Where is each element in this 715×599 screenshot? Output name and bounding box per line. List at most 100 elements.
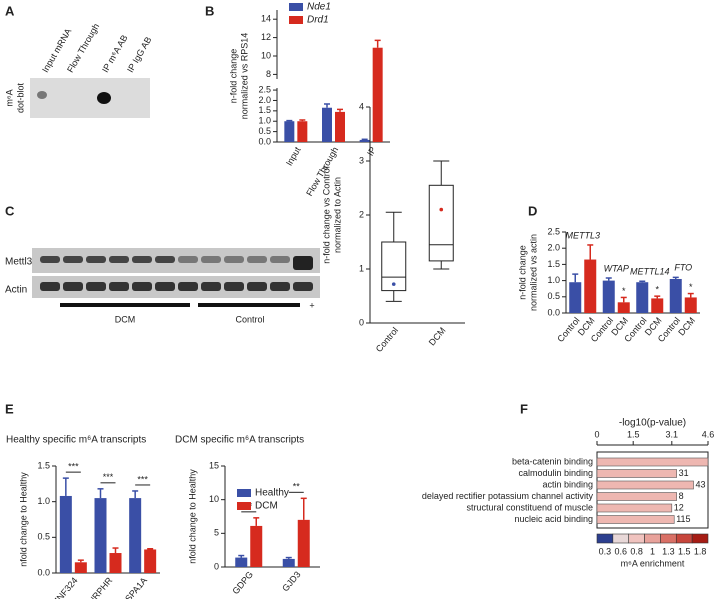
y-tick-label: 15 (209, 460, 219, 470)
group-label: + (309, 300, 314, 310)
bar (596, 469, 677, 478)
y-tick-label: 8 (266, 69, 271, 79)
band (201, 282, 221, 291)
row-label: Mettl3 (5, 257, 33, 268)
colorbar-cell (596, 533, 614, 544)
band (109, 256, 129, 263)
bar (596, 480, 694, 490)
count-label: 43 (696, 479, 706, 489)
bar (372, 47, 383, 142)
x-tick-label: 3.1 (666, 429, 679, 439)
legend-swatch (237, 489, 251, 497)
lane-label: Flow Through (65, 22, 101, 75)
bar (297, 519, 310, 567)
x-tick-label: HNRPHR (82, 575, 115, 599)
count-label: 12 (674, 502, 684, 512)
bar (129, 498, 142, 573)
group-label: METTL14 (630, 267, 670, 277)
y-axis-label: n-fold change (517, 245, 527, 300)
significance: *** (103, 472, 114, 482)
bar (335, 111, 345, 142)
colorbar-label: m⁶A enrichment (621, 558, 685, 568)
category-label: nucleic acid binding (514, 514, 593, 524)
x-tick-label: GDPG (230, 569, 255, 596)
category-label: delayed rectifier potassium channel acti… (422, 491, 594, 501)
bar (684, 297, 697, 313)
y-tick-label: 5 (214, 528, 219, 538)
colorbar-tick-label: 0.3 (599, 546, 612, 556)
x-tick-label: IP (365, 145, 378, 157)
band (63, 282, 83, 291)
bar (596, 515, 675, 524)
bar (282, 558, 295, 567)
y-tick-label: 14 (261, 14, 271, 24)
band (109, 282, 129, 291)
y-tick-label: 1.5 (258, 105, 271, 115)
lane-label: IP IgG AB (125, 35, 153, 74)
category-label: actin binding (542, 479, 593, 489)
y-tick-label: 1.5 (547, 259, 560, 269)
colorbar-cell (612, 533, 630, 544)
x-tick-label: Input (284, 145, 303, 168)
band (293, 256, 313, 270)
bar (584, 259, 597, 313)
panel-label: C (5, 203, 15, 218)
y-tick-label: 2.0 (547, 243, 560, 253)
x-tick-label: 0 (594, 429, 599, 439)
bar (596, 503, 673, 513)
bar (250, 525, 263, 567)
panel-label: B (205, 3, 214, 18)
colorbar-tick-label: 1 (650, 546, 655, 556)
y-tick-label: 0.5 (258, 126, 271, 136)
band (178, 282, 198, 291)
blot-actin (32, 276, 320, 298)
x-tick-label: 1.5 (627, 429, 640, 439)
y-axis-label: normalized to Actin (332, 177, 342, 253)
bar (109, 553, 122, 573)
count-label: 8 (679, 491, 684, 501)
bar (322, 107, 332, 142)
count-label: 115 (676, 514, 690, 524)
chart-title: DCM specific m⁶A transcripts (175, 435, 304, 446)
y-axis-label: normalized vs RPS14 (239, 33, 249, 120)
x-tick-label: HSPA1A (119, 575, 149, 599)
category-label: structural constituend of muscle (466, 502, 593, 512)
band (247, 256, 267, 263)
band (293, 282, 313, 291)
colorbar-tick-label: 0.8 (630, 546, 643, 556)
y-tick-label: 0 (359, 317, 364, 327)
y-tick-label: 1.0 (258, 116, 271, 126)
band (270, 282, 290, 291)
panel-label: F (520, 401, 528, 416)
legend-label: DCM (255, 501, 278, 512)
y-axis-label: n-fold change vs Control (321, 166, 331, 264)
y-axis-label: normalized vs actin (528, 234, 538, 311)
legend-label: Drd1 (307, 15, 329, 26)
band (270, 256, 290, 263)
band (224, 282, 244, 291)
row-label: Actin (5, 285, 27, 296)
significance: * (622, 286, 626, 296)
band (178, 256, 198, 263)
group-bar (198, 303, 300, 307)
significance: *** (68, 462, 79, 472)
colorbar-tick-label: 0.6 (615, 546, 628, 556)
y-tick-label: 1 (359, 263, 364, 273)
y-tick-label: 0.0 (258, 136, 271, 146)
bar (617, 302, 630, 313)
chart-title: Healthy specific m⁶A transcripts (6, 435, 146, 446)
bar (235, 557, 248, 567)
y-tick-label: 0.5 (547, 291, 560, 301)
x-tick-label: DCM (427, 325, 448, 347)
band (40, 256, 60, 263)
colorbar-cell (660, 533, 677, 544)
bar (359, 139, 370, 142)
chart-title: -log10(p-value) (619, 418, 686, 429)
dot (97, 92, 111, 104)
band (224, 256, 244, 263)
bar (569, 282, 582, 313)
y-tick-label: 10 (209, 494, 219, 504)
box (381, 241, 407, 292)
group-label: METTL3 (565, 230, 600, 240)
